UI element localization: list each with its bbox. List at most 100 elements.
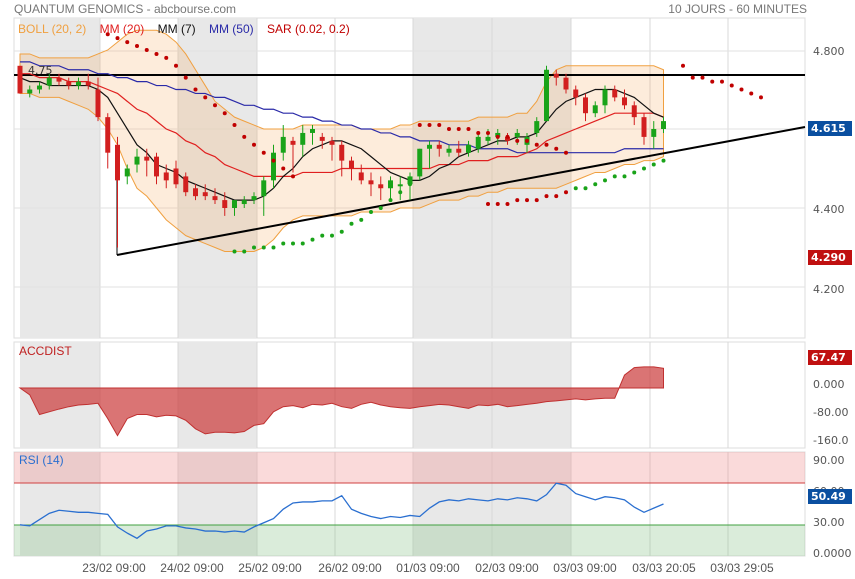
candle-body — [232, 200, 237, 208]
candle-body — [193, 188, 198, 197]
price-tick: 4.200 — [813, 283, 845, 296]
candle-body — [56, 77, 62, 82]
x-tick-label: 24/02 09:00 — [160, 561, 224, 575]
candle-body — [241, 200, 247, 205]
sar-dot — [544, 142, 549, 147]
candle-body — [173, 168, 179, 185]
candle-body — [37, 85, 42, 90]
sar-dot — [583, 186, 588, 191]
accdist-area — [18, 366, 664, 437]
candle-body — [378, 184, 384, 189]
legend-boll[interactable]: BOLL (20, 2) — [18, 22, 87, 36]
candle-body — [251, 196, 257, 201]
candle-body — [183, 176, 189, 193]
candle-body — [115, 144, 120, 181]
candle-body — [622, 97, 627, 106]
rsi-tick: 30.00 — [813, 516, 845, 529]
candle-body — [563, 77, 569, 90]
sar-dot — [388, 198, 393, 203]
sar-dot — [232, 249, 237, 254]
sar-dot — [261, 245, 266, 250]
candle-body — [544, 69, 549, 122]
candle-body — [339, 144, 345, 161]
sar-dot — [554, 146, 559, 151]
sar-dot — [749, 91, 754, 96]
sar-dot — [271, 245, 276, 250]
candle-body — [222, 200, 228, 208]
sar-dot — [515, 198, 520, 203]
accdist-tick: 0.000 — [813, 378, 845, 391]
legend-mm50[interactable]: MM (50) — [208, 22, 254, 36]
sar-dot — [476, 130, 481, 135]
day-shade — [20, 452, 100, 556]
sar-dot — [495, 202, 500, 207]
sar-dot — [105, 32, 110, 37]
candle-body — [163, 172, 169, 181]
candle-body — [319, 136, 325, 141]
legend-sar[interactable]: SAR (0.02, 0.2) — [266, 22, 350, 36]
candle-body — [212, 196, 218, 201]
x-tick-label: 23/02 09:00 — [82, 561, 146, 575]
sar-dot — [261, 150, 266, 155]
sar-dot — [378, 206, 383, 210]
candle-body — [631, 105, 637, 118]
candle-body — [407, 176, 413, 185]
sar-dot — [729, 83, 734, 88]
price-tick: 4.400 — [813, 203, 845, 216]
accdist-label: ACCDIST — [19, 344, 72, 358]
candle-body — [349, 160, 354, 169]
candle-body — [368, 180, 374, 185]
candle-body — [290, 140, 296, 145]
sar-dot — [661, 158, 666, 163]
sar-dot — [720, 79, 724, 84]
sar-dot — [174, 63, 178, 68]
sar-dot — [271, 158, 276, 163]
sar-dot — [135, 44, 139, 49]
candle-body — [27, 89, 33, 94]
candle-body — [602, 89, 608, 106]
sar-dot — [125, 40, 130, 45]
candle-body — [85, 81, 91, 86]
sar-dot — [252, 245, 256, 250]
candle-body — [436, 144, 442, 149]
sar-dot — [622, 174, 627, 179]
candle-body — [475, 136, 481, 149]
candle-body — [661, 121, 666, 129]
sar-dot — [505, 202, 510, 207]
candle-body — [76, 81, 81, 86]
sar-dot — [759, 95, 763, 100]
sar-dot — [222, 111, 227, 116]
sar-dot — [437, 123, 442, 128]
sar-dot — [310, 237, 315, 242]
period-label[interactable]: 10 JOURS - 60 MINUTES — [668, 2, 807, 16]
candle-body — [271, 152, 276, 181]
candle-body — [641, 117, 647, 137]
x-tick-label: 26/02 09:00 — [318, 561, 382, 575]
candle-body — [651, 129, 657, 137]
candle-body — [300, 132, 306, 145]
rsi-label: RSI (14) — [19, 453, 64, 467]
candle-body — [583, 97, 588, 114]
rsi-last-badge: 50.49 — [808, 489, 852, 504]
sar-dot — [300, 241, 305, 246]
candle-body — [514, 132, 520, 137]
sar-dot — [408, 182, 412, 187]
sar-dot — [183, 75, 188, 80]
legend-mm7[interactable]: MM (7) — [157, 22, 196, 36]
last-price-badge: 4.615 — [808, 121, 852, 136]
sar-dot — [505, 134, 510, 139]
sar-dot — [525, 198, 529, 203]
day-shade — [413, 452, 492, 556]
sar-dot — [710, 79, 715, 84]
candle-body — [446, 148, 452, 153]
legend-mm20[interactable]: MM (20) — [99, 22, 145, 36]
candle-body — [144, 156, 150, 161]
candle-body — [95, 89, 101, 118]
panel-frame — [13, 451, 806, 557]
sar-dot — [681, 63, 685, 68]
rsi-overbought-zone — [14, 452, 805, 483]
level-label: 4.75 — [28, 64, 53, 77]
sar-dot — [495, 134, 500, 139]
candle-body — [134, 156, 140, 165]
day-shade — [178, 452, 257, 556]
